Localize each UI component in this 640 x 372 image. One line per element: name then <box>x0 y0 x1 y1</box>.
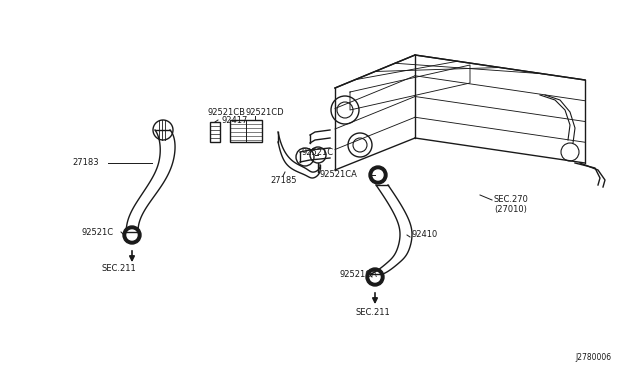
Text: SEC.211: SEC.211 <box>355 308 390 317</box>
Circle shape <box>373 170 383 180</box>
Text: J2780006: J2780006 <box>576 353 612 362</box>
Circle shape <box>127 230 137 240</box>
Text: 92521CA: 92521CA <box>320 170 358 179</box>
Text: 27185: 27185 <box>270 176 296 185</box>
Text: (27010): (27010) <box>494 205 527 214</box>
Text: 92410: 92410 <box>412 230 438 239</box>
Text: SEC.211: SEC.211 <box>102 264 137 273</box>
Circle shape <box>370 272 380 282</box>
Text: SEC.270: SEC.270 <box>494 195 529 204</box>
Bar <box>210 122 220 142</box>
Circle shape <box>123 226 141 244</box>
Text: 92521CD: 92521CD <box>246 108 285 117</box>
Circle shape <box>366 268 384 286</box>
Bar <box>230 120 262 142</box>
Text: 92417: 92417 <box>222 116 248 125</box>
Text: 27183: 27183 <box>72 158 99 167</box>
Text: 92521C: 92521C <box>82 228 114 237</box>
Text: 92521CA: 92521CA <box>340 270 378 279</box>
Circle shape <box>369 166 387 184</box>
Text: 92521C: 92521C <box>302 148 334 157</box>
Text: 92521CB: 92521CB <box>208 108 246 117</box>
